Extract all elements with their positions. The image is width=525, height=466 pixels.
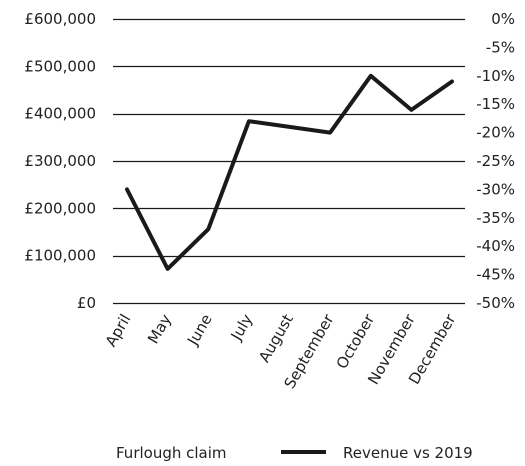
right-axis-tick-label: -20%: [476, 124, 515, 142]
right-axis-tick-label: -30%: [476, 180, 515, 198]
right-axis-tick-label: 0%: [491, 10, 515, 28]
left-axis-tick-label: £0: [77, 294, 96, 312]
series-layer: [125, 73, 454, 271]
x-axis-tick-label: May: [144, 311, 175, 347]
series-line-revenue-vs-2019: [125, 73, 454, 271]
left-axis-tick-label: £200,000: [24, 199, 96, 217]
left-axis-tick-label: £400,000: [24, 105, 96, 123]
right-axis-tick-label: -5%: [486, 38, 515, 56]
right-axis-tick-label: -45%: [476, 266, 515, 284]
x-axis-tick-label: April: [102, 311, 135, 350]
left-axis-tick-label: £300,000: [24, 152, 96, 170]
legend-label-furlough-claim: Furlough claim: [116, 444, 227, 462]
right-axis-tick-label: -15%: [476, 95, 515, 113]
gridlines: [113, 18, 465, 305]
right-axis-tick-labels: 0% -5% -10% -15% -20% -25% -30% -35% -40% -45% -50…: [476, 10, 515, 312]
x-axis-tick-label: August: [255, 311, 297, 366]
right-axis-tick-label: -10%: [476, 67, 515, 85]
right-axis-tick-label: -40%: [476, 237, 515, 255]
right-axis-tick-label: -35%: [476, 209, 515, 227]
x-axis-tick-label: July: [227, 311, 257, 344]
left-axis-tick-labels: £0 £100,000 £200,000 £300,000 £400,000 £500,0…: [24, 10, 96, 312]
legend-label-revenue-vs-2019: Revenue vs 2019: [343, 444, 473, 462]
left-axis-tick-label: £100,000: [24, 247, 96, 265]
x-axis-tick-label: October: [333, 310, 379, 372]
right-axis-tick-label: -25%: [476, 152, 515, 170]
x-axis-tick-labels: April May June JulyAugustSeptemberOctoberNo…: [102, 310, 460, 392]
x-axis-tick-label: June: [183, 311, 215, 349]
right-axis-tick-label: -50%: [476, 294, 515, 312]
legend: Furlough claim Revenue vs 2019: [116, 444, 473, 462]
left-axis-tick-label: £500,000: [24, 57, 96, 75]
left-axis-tick-label: £600,000: [24, 10, 96, 28]
